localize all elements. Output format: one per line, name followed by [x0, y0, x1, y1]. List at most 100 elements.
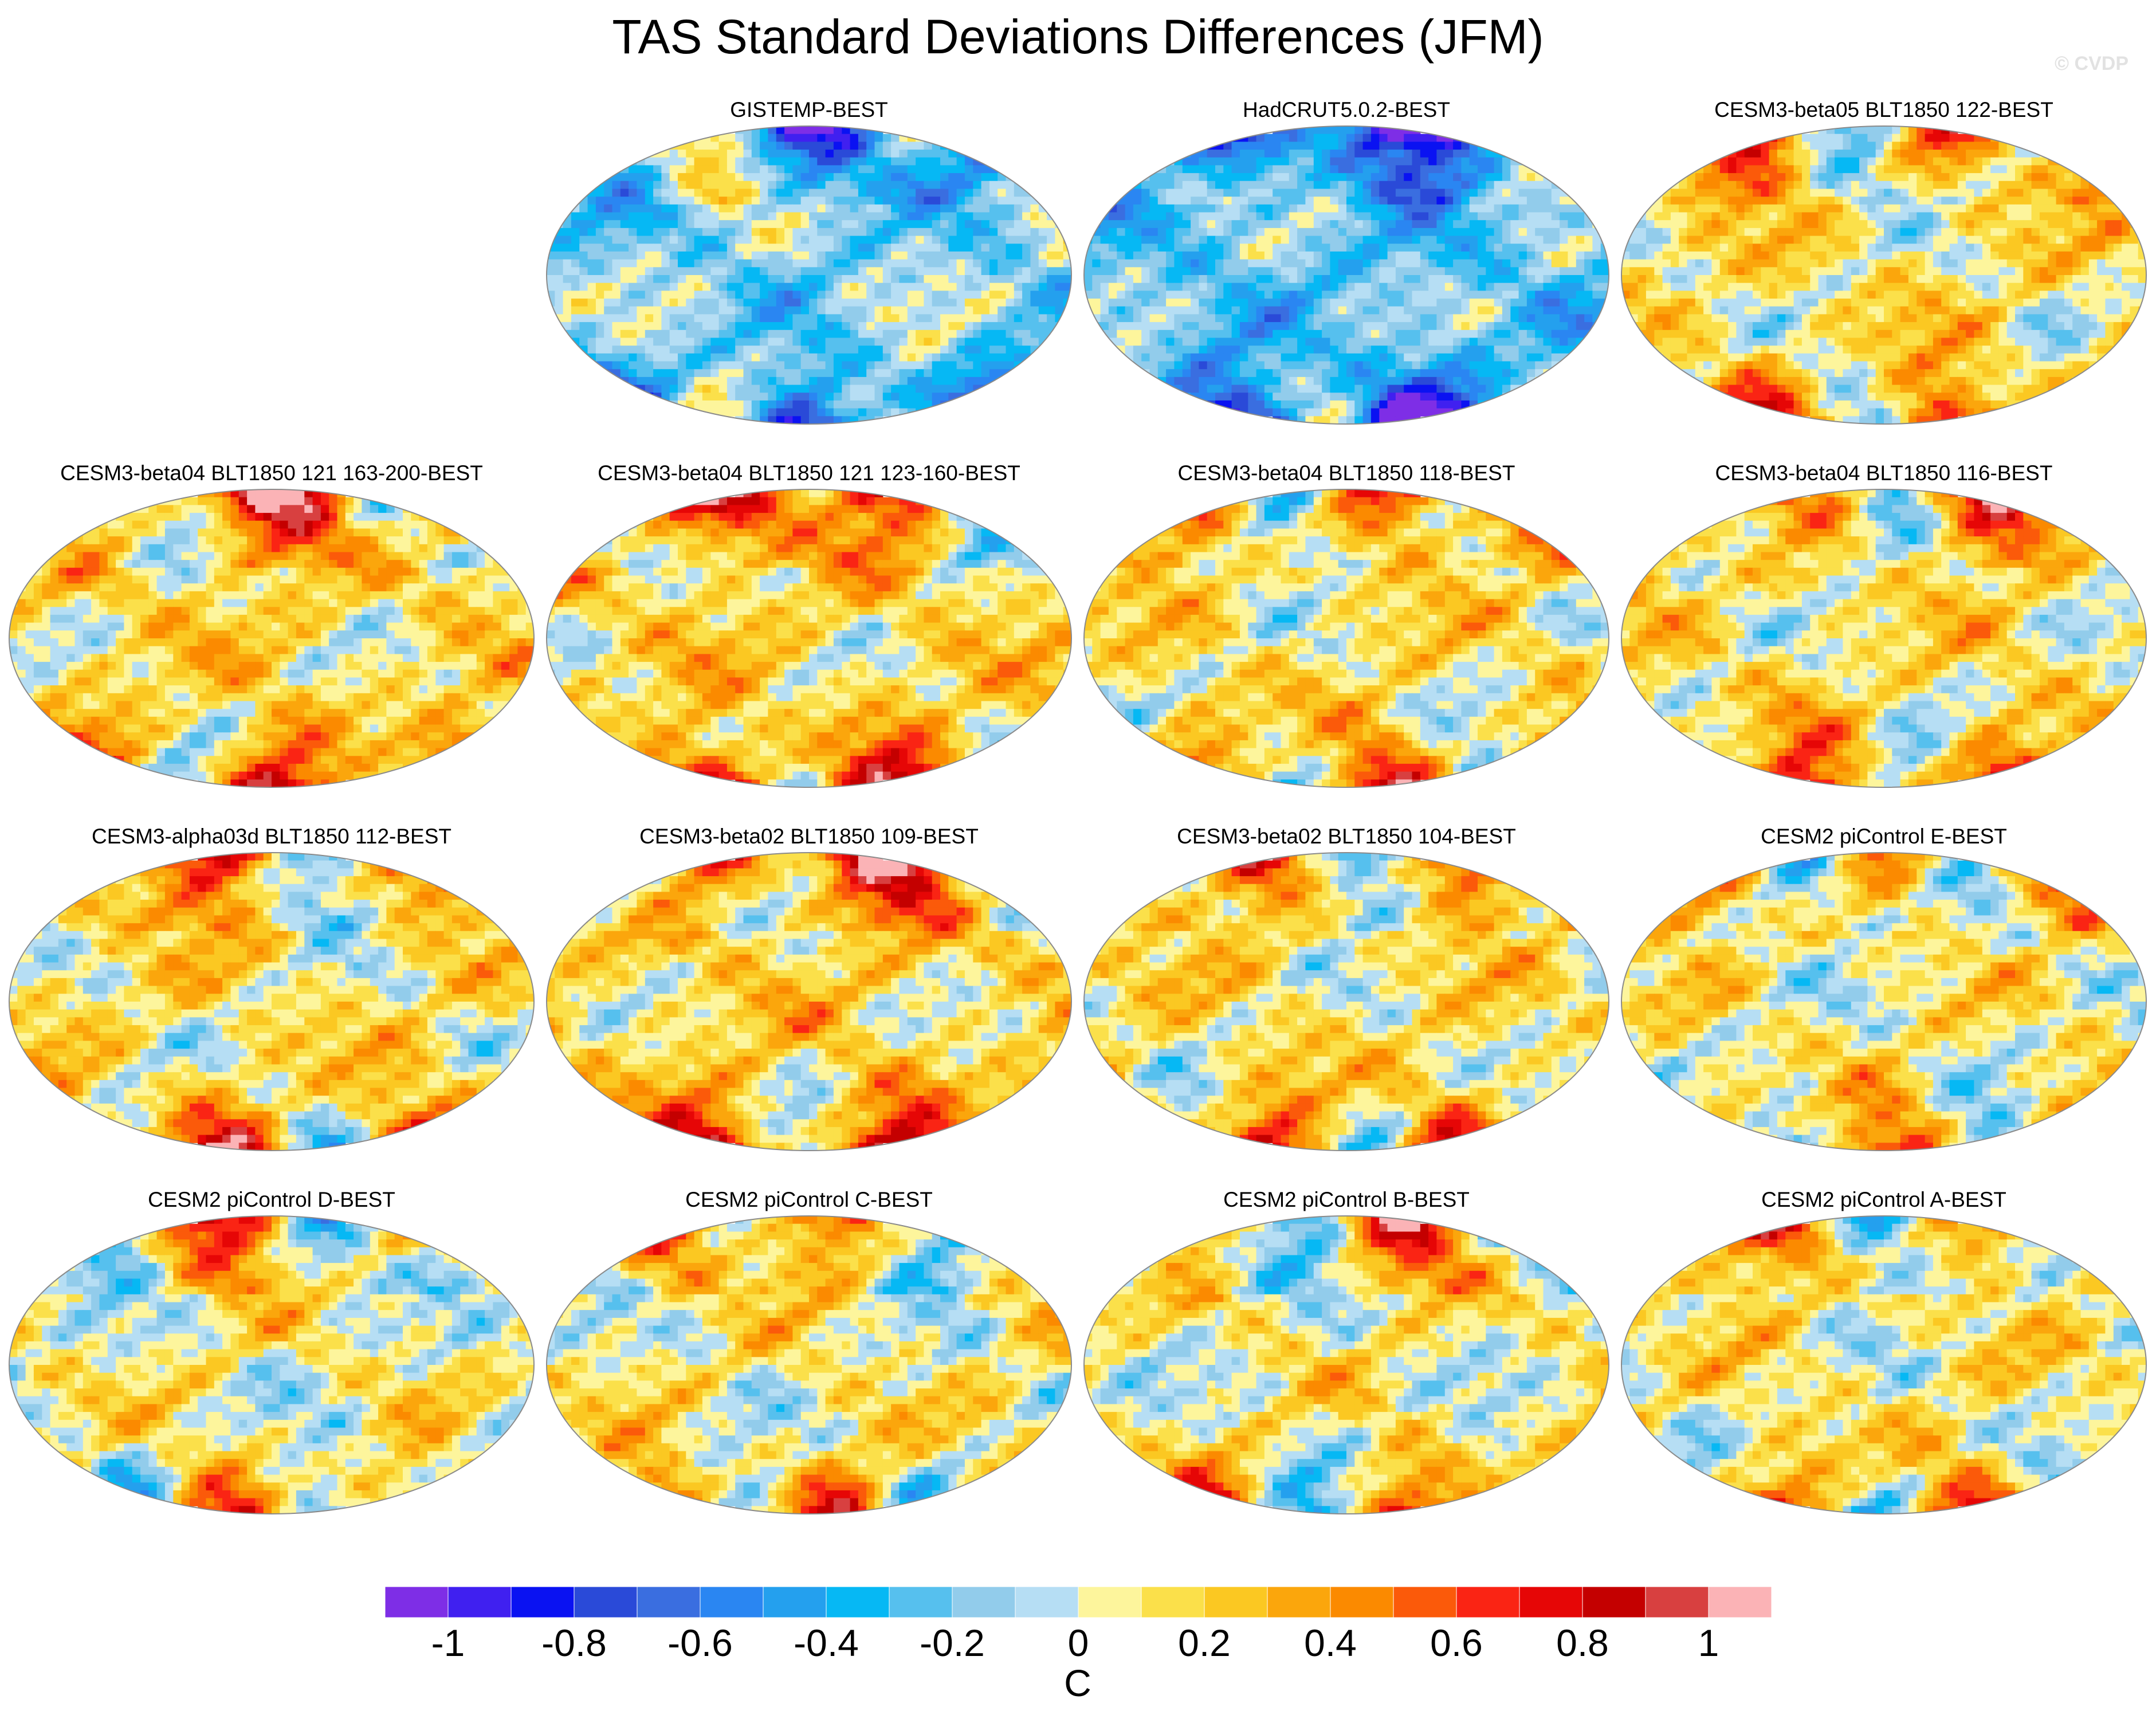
field-cell	[1711, 236, 1721, 244]
field-cell	[825, 393, 834, 401]
field-cell	[1469, 338, 1478, 346]
field-cell	[1494, 197, 1503, 205]
field-cell	[547, 259, 555, 268]
field-cell	[1387, 227, 1396, 237]
field-cell	[1174, 282, 1183, 291]
field-cell	[1346, 408, 1355, 417]
field-cell	[1851, 150, 1860, 158]
field-cell	[850, 408, 859, 417]
field-cell	[2088, 189, 2098, 197]
field-cell	[1256, 291, 1265, 299]
field-cell	[1174, 251, 1183, 260]
field-cell	[981, 338, 990, 346]
field-cell	[956, 329, 965, 339]
field-cell	[1510, 259, 1519, 268]
field-cell	[1867, 220, 1876, 229]
field-cell	[1966, 150, 1974, 158]
field-cell	[1305, 282, 1314, 291]
field-cell	[587, 259, 596, 268]
field-cell	[817, 306, 826, 315]
field-cell	[1502, 251, 1511, 260]
field-cell	[669, 204, 678, 213]
field-cell	[2072, 220, 2082, 229]
field-cell	[1436, 180, 1446, 190]
field-cell	[1313, 227, 1322, 237]
field-cell	[1404, 189, 1413, 197]
field-cell	[1875, 134, 1884, 142]
field-cell	[1038, 267, 1047, 276]
field-cell	[1908, 204, 1917, 213]
field-cell	[1199, 259, 1208, 268]
field-cell	[1551, 275, 1560, 284]
field-cell	[587, 353, 596, 362]
field-cell	[1084, 220, 1093, 229]
field-cell	[1687, 220, 1696, 229]
field-cell	[973, 322, 982, 331]
field-cell	[1761, 142, 1770, 150]
field-cell	[1998, 150, 2008, 158]
field-cell	[1543, 259, 1552, 268]
field-cell	[817, 346, 826, 354]
field-cell	[1030, 236, 1039, 244]
field-cell	[1453, 346, 1462, 354]
field-cell	[1543, 180, 1552, 190]
field-cell	[612, 346, 621, 354]
field-cell	[1568, 227, 1577, 237]
field-cell	[1387, 275, 1396, 284]
field-cell	[792, 220, 802, 229]
map-field	[547, 126, 1071, 424]
field-cell	[1744, 204, 1753, 213]
field-cell	[612, 244, 621, 252]
field-cell	[768, 361, 777, 370]
field-cell	[1305, 369, 1314, 378]
field-cell	[1281, 393, 1290, 401]
field-cell	[702, 142, 711, 150]
field-cell	[1753, 165, 1761, 174]
field-cell	[1346, 322, 1355, 331]
field-cell	[751, 126, 760, 135]
field-cell	[989, 251, 998, 260]
field-cell	[1428, 393, 1437, 401]
field-cell	[1207, 189, 1216, 197]
field-cell	[1199, 338, 1208, 346]
field-cell	[678, 393, 686, 401]
field-cell	[718, 204, 728, 213]
field-cell	[2031, 244, 2040, 252]
field-cell	[1654, 212, 1663, 221]
field-cell	[973, 180, 982, 190]
field-cell	[1273, 322, 1282, 331]
field-cell	[1370, 220, 1380, 229]
field-cell	[1412, 212, 1421, 221]
field-cell	[710, 306, 720, 315]
field-cell	[1949, 189, 1958, 197]
field-cell	[1584, 291, 1593, 299]
field-cell	[1133, 369, 1142, 378]
field-cell	[932, 180, 941, 190]
field-cell	[1022, 282, 1031, 291]
field-cell	[1207, 173, 1216, 182]
field-cell	[1199, 314, 1208, 323]
field-cell	[1092, 212, 1101, 221]
field-cell	[1436, 306, 1446, 315]
field-cell	[1199, 306, 1208, 315]
field-cell	[891, 306, 900, 315]
field-cell	[587, 189, 596, 197]
field-cell	[1022, 267, 1031, 276]
field-cell	[735, 165, 744, 174]
field-cell	[1543, 267, 1552, 276]
field-cell	[669, 393, 678, 401]
field-cell	[1412, 236, 1421, 244]
field-cell	[842, 142, 851, 150]
field-cell	[1711, 220, 1721, 229]
field-cell	[1273, 212, 1282, 221]
panel-title: CESM3-beta05 BLT1850 122-BEST	[1620, 97, 2147, 123]
field-cell	[1560, 180, 1568, 190]
field-cell	[833, 329, 842, 339]
field-cell	[1133, 236, 1142, 244]
field-cell	[1174, 306, 1183, 315]
field-cell	[1728, 197, 1737, 205]
field-cell	[882, 189, 892, 197]
field-cell	[1560, 267, 1568, 276]
field-cell	[948, 306, 957, 315]
field-cell	[571, 299, 580, 307]
